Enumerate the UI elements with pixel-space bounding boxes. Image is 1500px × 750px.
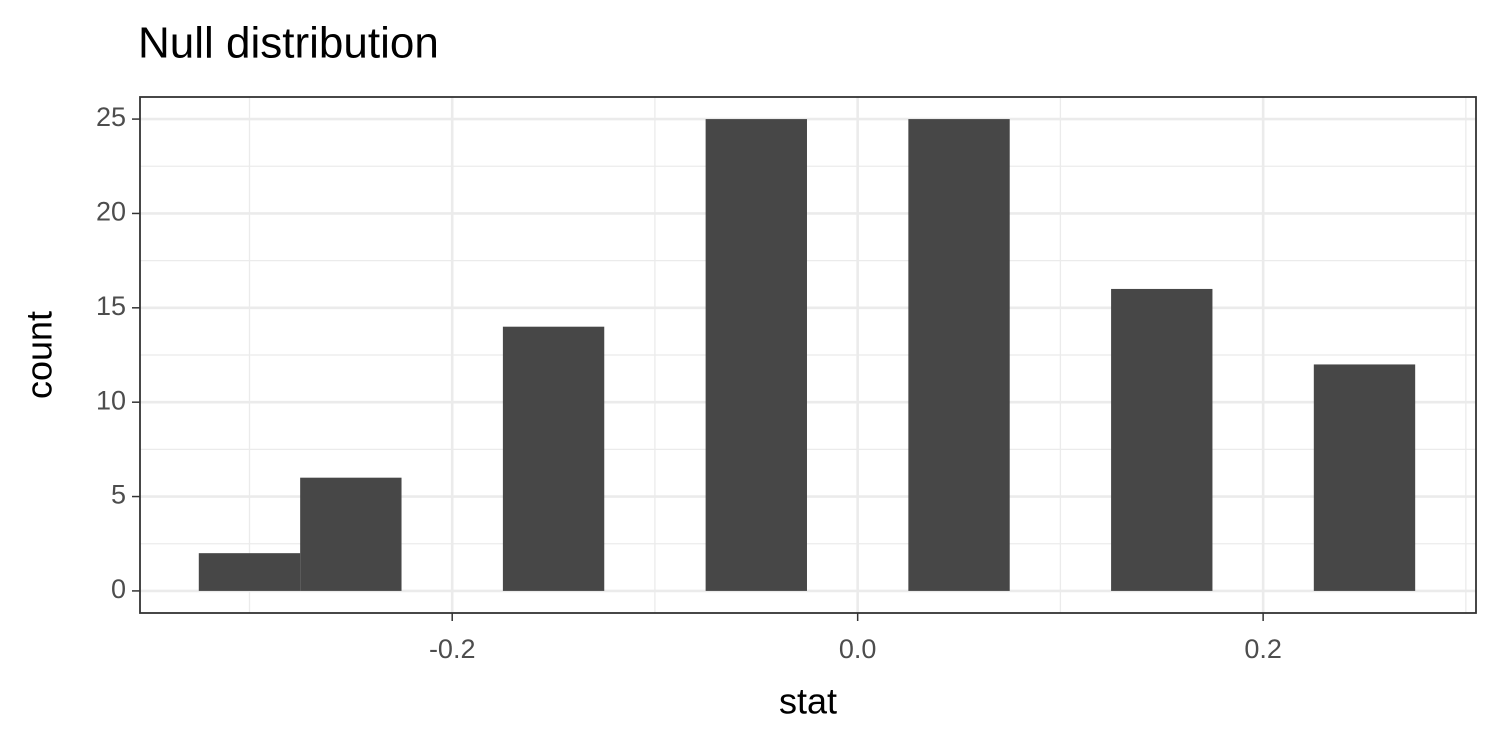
chart-title: Null distribution (138, 19, 439, 68)
grid (140, 97, 1476, 613)
y-tick-label: 10 (96, 385, 126, 415)
panel-border (139, 96, 1477, 614)
x-tick-label: 0.0 (839, 634, 877, 664)
x-tick-label: -0.2 (429, 634, 476, 664)
bar (502, 326, 605, 591)
y-tick-label: 0 (111, 574, 126, 604)
bar (198, 553, 301, 591)
bar (300, 477, 402, 591)
y-tick-label: 25 (96, 102, 126, 132)
axes: -0.2 0.0 0.2 0 5 10 15 20 25 (96, 102, 1282, 664)
y-tick-label: 15 (96, 291, 126, 321)
bar (705, 119, 807, 591)
bar (1111, 288, 1213, 591)
y-axis-title: count (19, 311, 60, 399)
bar (1313, 364, 1416, 591)
y-tick-label: 20 (96, 197, 126, 227)
bars (198, 119, 1416, 591)
y-tick-label: 5 (111, 480, 126, 510)
x-axis-title: stat (779, 681, 837, 722)
bar (908, 119, 1010, 591)
x-tick-label: 0.2 (1244, 634, 1282, 664)
